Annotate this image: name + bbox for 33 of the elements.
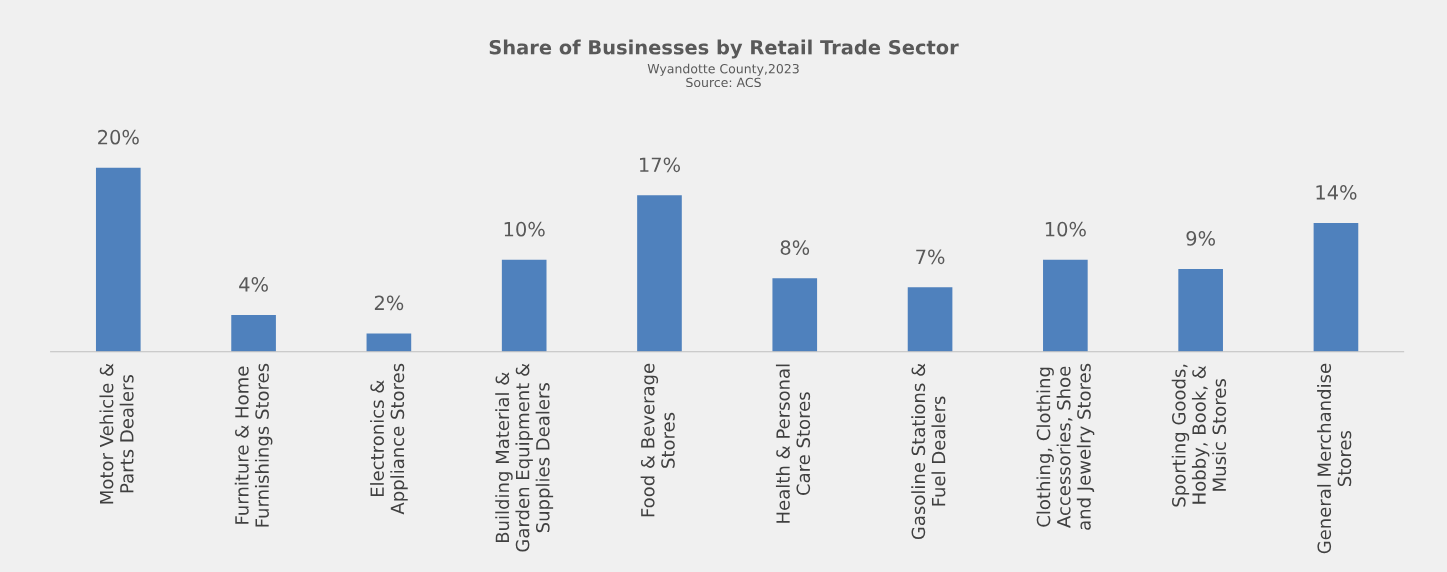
x-tick-label: Building Material & Garden Equipment & Supplies Dealers (495, 363, 554, 552)
data-label: 10% (1045, 221, 1086, 237)
bar (95, 167, 141, 352)
x-tick-label: Food & Beverage Stores (640, 363, 675, 517)
bar (1043, 259, 1088, 352)
data-label: 8% (780, 240, 810, 255)
data-label: 10% (504, 221, 545, 237)
data-label: 2% (374, 295, 404, 311)
data-label: 9% (1186, 231, 1215, 246)
x-tick-label: Health & Personal Care Stores (775, 364, 811, 523)
x-tick-label: General Merchandise Stores (1317, 363, 1352, 554)
x-tick-label: Furniture & Home Furnishings Stores (234, 363, 273, 527)
bar (1178, 268, 1223, 352)
data-label: 7% (916, 249, 945, 265)
bar (231, 314, 276, 352)
source-note: Source: ACS (686, 77, 761, 88)
x-tick-label: Sporting Goods, Hobby, Book, & Music Stores (1171, 364, 1227, 507)
data-label: 14% (1316, 185, 1357, 200)
bar (1313, 222, 1359, 352)
data-label: 17% (640, 157, 681, 173)
chart-title: Share of Businesses by Retail Trade Sector (489, 39, 959, 59)
chart-subtitle: Wyandotte County,2023 (647, 63, 799, 76)
x-tick-label: Electronics & Appliance Stores (370, 363, 408, 515)
data-label: 4% (239, 277, 268, 292)
bar (907, 287, 953, 352)
bar (366, 333, 412, 352)
bar (501, 259, 547, 352)
bar (637, 195, 682, 352)
x-tick-label: Clothing, Clothing Accessories, Shoe and Jewelry Stores (1036, 363, 1095, 530)
x-tick-label: Gasoline Stations & Fuel Dealers (911, 363, 946, 540)
x-tick-label: Motor Vehicle & Parts Dealers (99, 363, 134, 504)
bar (772, 278, 818, 352)
data-label: 20% (98, 129, 139, 145)
